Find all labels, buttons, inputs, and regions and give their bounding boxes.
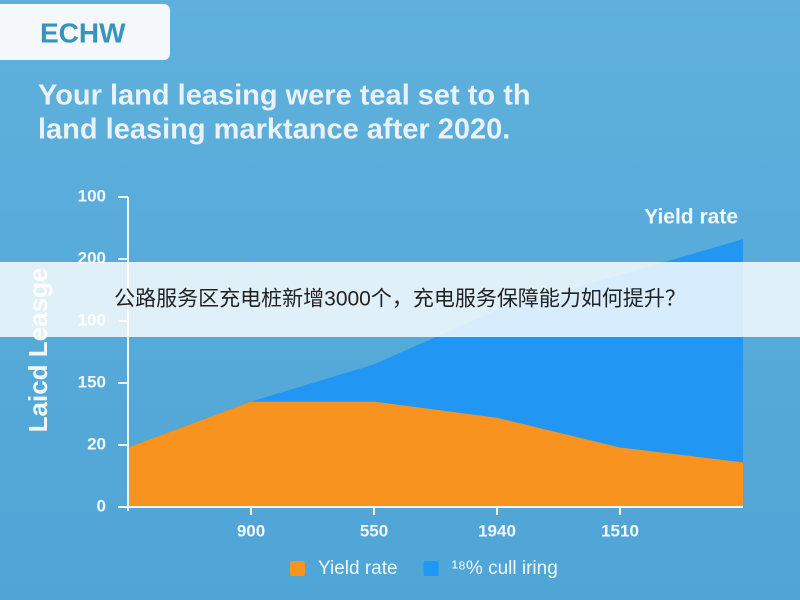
chart-title: land leasing marktance after 2020. [38,114,510,146]
x-tick-label: 900 [237,521,265,540]
legend-label: ¹⁸% cull iring [452,558,558,579]
x-tick-label: 1940 [478,521,516,540]
y-tick-label: 100 [78,186,106,205]
y-tick-label: 0 [97,496,106,515]
logo: ECHW [40,17,126,48]
x-tick-label: 1510 [601,521,639,540]
y-tick-label: 20 [87,434,106,453]
banner-text: 公路服务区充电桩新增3000个，充电服务保障能力如何提升？ [114,288,686,311]
banner-band [0,262,800,337]
annotation: Yield rate [644,206,738,229]
legend-label: Yield rate [318,558,398,579]
y-tick-label: 150 [78,372,106,391]
chart-title: Your land leasing were teal set to th [38,80,531,112]
legend-swatch [290,561,305,576]
area [128,401,743,507]
logo-box [0,4,170,60]
x-tick-label: 550 [360,521,388,540]
legend-swatch [423,561,439,576]
